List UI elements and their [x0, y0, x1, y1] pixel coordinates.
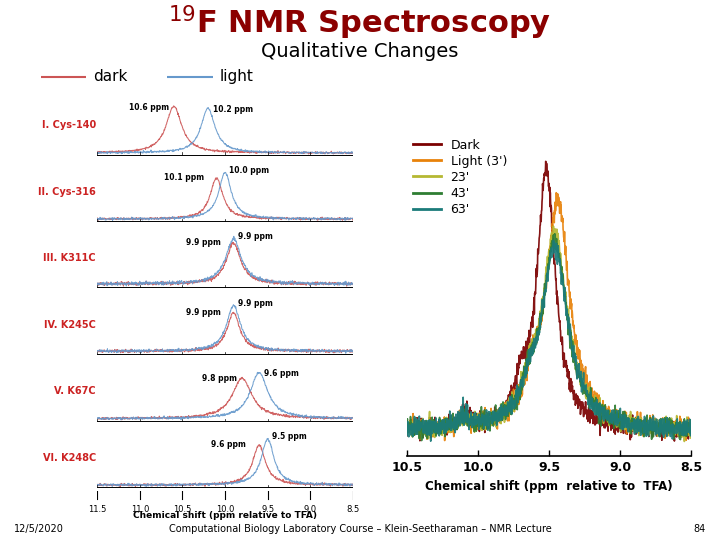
- Text: 9.9 ppm: 9.9 ppm: [238, 299, 273, 308]
- Text: 10.5: 10.5: [174, 505, 192, 514]
- Text: 10.0: 10.0: [216, 505, 234, 514]
- Text: 10.0 ppm: 10.0 ppm: [229, 166, 269, 175]
- Text: 10.6 ppm: 10.6 ppm: [129, 103, 168, 112]
- Text: III. K311C: III. K311C: [43, 253, 96, 264]
- Text: 11.5: 11.5: [88, 505, 107, 514]
- Text: 11.0: 11.0: [130, 505, 149, 514]
- Text: IV. K245C: IV. K245C: [44, 320, 96, 330]
- Text: 8.5: 8.5: [346, 505, 359, 514]
- Text: light: light: [219, 70, 253, 84]
- Text: 10.2 ppm: 10.2 ppm: [213, 105, 253, 114]
- Text: 9.5: 9.5: [261, 505, 274, 514]
- X-axis label: Chemical shift (ppm  relative to  TFA): Chemical shift (ppm relative to TFA): [426, 480, 672, 492]
- Text: $^{19}$F NMR Spectroscopy: $^{19}$F NMR Spectroscopy: [168, 3, 552, 42]
- Text: 9.9 ppm: 9.9 ppm: [186, 238, 221, 247]
- Text: Chemical shift (ppm relative to TFA): Chemical shift (ppm relative to TFA): [133, 511, 317, 519]
- Text: Computational Biology Laboratory Course – Klein-Seetharaman – NMR Lecture: Computational Biology Laboratory Course …: [168, 524, 552, 534]
- Text: 9.6 ppm: 9.6 ppm: [264, 369, 299, 378]
- Text: dark: dark: [93, 70, 127, 84]
- Text: 9.0: 9.0: [304, 505, 317, 514]
- Text: VI. K248C: VI. K248C: [42, 453, 96, 463]
- Text: 10.1 ppm: 10.1 ppm: [163, 173, 204, 182]
- Legend: Dark, Light (3'), 23', 43', 63': Dark, Light (3'), 23', 43', 63': [413, 139, 507, 216]
- Text: 12/5/2020: 12/5/2020: [14, 524, 64, 534]
- Text: 84: 84: [693, 524, 706, 534]
- Text: 9.6 ppm: 9.6 ppm: [212, 440, 246, 449]
- Text: 9.9 ppm: 9.9 ppm: [186, 308, 221, 316]
- Text: Qualitative Changes: Qualitative Changes: [261, 42, 459, 61]
- Text: 9.8 ppm: 9.8 ppm: [202, 374, 237, 383]
- Text: V. K67C: V. K67C: [54, 387, 96, 396]
- Text: I. Cys-140: I. Cys-140: [42, 120, 96, 130]
- Text: 9.5 ppm: 9.5 ppm: [272, 433, 307, 441]
- Text: II. Cys-316: II. Cys-316: [38, 187, 96, 197]
- Text: 9.9 ppm: 9.9 ppm: [238, 232, 273, 241]
